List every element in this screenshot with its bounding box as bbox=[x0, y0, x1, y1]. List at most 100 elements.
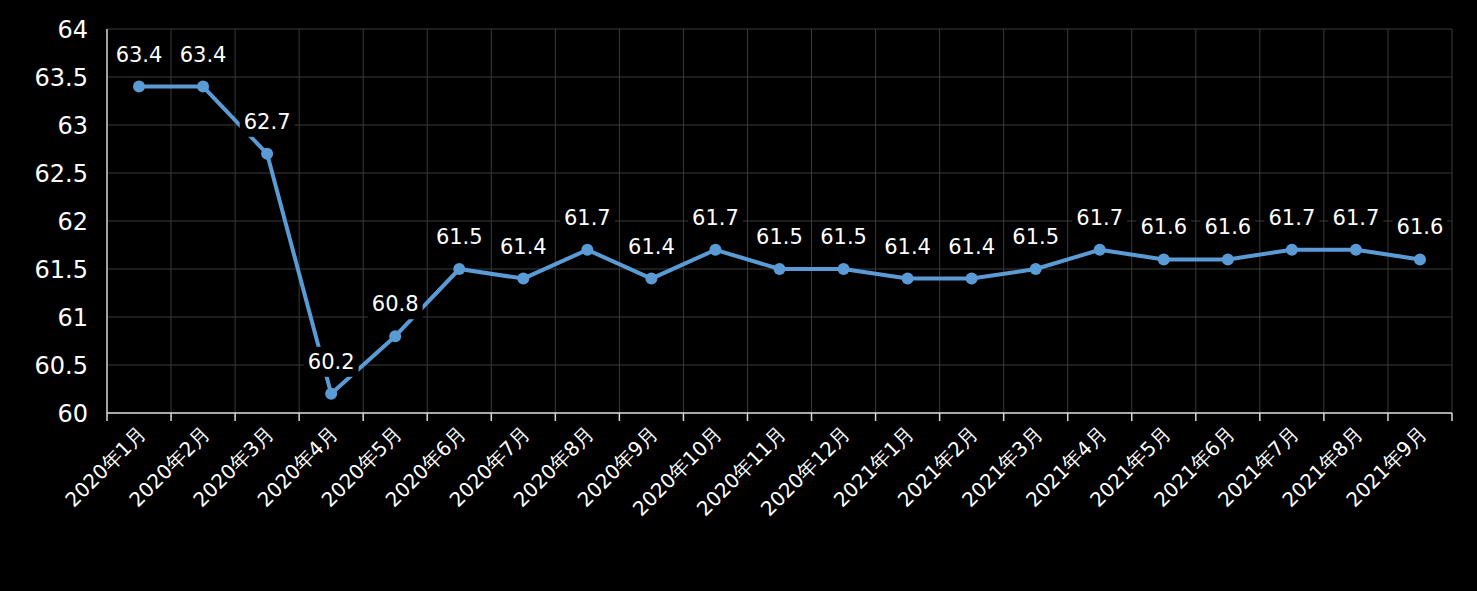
data-label-bg bbox=[688, 203, 743, 233]
data-label: 61.6 bbox=[1204, 215, 1251, 239]
data-label: 61.7 bbox=[1333, 206, 1380, 230]
data-label: 61.4 bbox=[500, 235, 547, 259]
v-grid-line bbox=[747, 29, 748, 413]
data-label: 60.2 bbox=[308, 350, 355, 374]
marker bbox=[1158, 253, 1170, 265]
x-tick bbox=[747, 413, 749, 421]
marker bbox=[774, 263, 786, 275]
y-tick-label: 62 bbox=[57, 208, 88, 236]
grid-line bbox=[107, 173, 1452, 174]
grid-line bbox=[107, 77, 1452, 78]
y-tick-label: 60.5 bbox=[35, 352, 88, 380]
v-grid-line bbox=[811, 29, 812, 413]
y-tick-label: 60 bbox=[57, 400, 88, 428]
data-label-bg bbox=[112, 40, 167, 70]
marker bbox=[966, 273, 978, 285]
x-tick bbox=[426, 413, 428, 421]
marker bbox=[1030, 263, 1042, 275]
data-label-bg bbox=[240, 107, 295, 137]
y-axis bbox=[106, 29, 108, 413]
data-label: 61.6 bbox=[1140, 215, 1187, 239]
x-tick bbox=[1259, 413, 1261, 421]
v-grid-line bbox=[555, 29, 556, 413]
line bbox=[139, 87, 1420, 394]
data-label-bg bbox=[560, 203, 615, 233]
x-axis bbox=[107, 412, 1452, 414]
x-tick-label: 2021年9月 bbox=[1341, 422, 1431, 512]
data-label: 61.5 bbox=[1012, 225, 1059, 249]
y-tick-label: 64 bbox=[57, 16, 88, 44]
v-grid-line bbox=[875, 29, 876, 413]
v-grid-line bbox=[1131, 29, 1132, 413]
marker bbox=[517, 273, 529, 285]
data-label: 61.7 bbox=[1076, 206, 1123, 230]
v-grid-line bbox=[1195, 29, 1196, 413]
data-label-bg bbox=[432, 222, 487, 252]
v-grid-line bbox=[1259, 29, 1260, 413]
data-label-bg bbox=[176, 40, 231, 70]
v-grid-line bbox=[363, 29, 364, 413]
data-label-bg bbox=[1008, 222, 1063, 252]
marker bbox=[1286, 244, 1298, 256]
data-label-bg bbox=[816, 222, 871, 252]
marker bbox=[581, 244, 593, 256]
x-tick bbox=[1195, 413, 1197, 421]
marker bbox=[1414, 253, 1426, 265]
x-tick bbox=[170, 413, 172, 421]
x-tick bbox=[362, 413, 364, 421]
x-tick bbox=[298, 413, 300, 421]
x-tick bbox=[1387, 413, 1389, 421]
x-tick bbox=[683, 413, 685, 421]
data-label: 61.5 bbox=[820, 225, 867, 249]
data-label: 61.5 bbox=[436, 225, 483, 249]
data-label-bg bbox=[496, 232, 551, 262]
x-tick bbox=[1131, 413, 1133, 421]
v-grid-line bbox=[491, 29, 492, 413]
grid-line bbox=[107, 413, 1452, 414]
marker bbox=[1222, 253, 1234, 265]
marker bbox=[453, 263, 465, 275]
data-label-bg bbox=[368, 289, 423, 319]
grid-line bbox=[107, 29, 1452, 30]
v-grid-line bbox=[1387, 29, 1388, 413]
data-label-bg bbox=[1329, 203, 1384, 233]
data-label: 61.7 bbox=[692, 206, 739, 230]
x-tick bbox=[875, 413, 877, 421]
x-tick bbox=[811, 413, 813, 421]
v-grid-line bbox=[235, 29, 236, 413]
data-label-bg bbox=[944, 232, 999, 262]
background bbox=[0, 0, 1477, 591]
y-tick-label: 63 bbox=[57, 112, 88, 140]
v-grid-line bbox=[1003, 29, 1004, 413]
y-tick-label: 62.5 bbox=[35, 160, 88, 188]
data-label: 62.7 bbox=[244, 110, 291, 134]
x-tick bbox=[619, 413, 621, 421]
marker bbox=[261, 148, 273, 160]
data-label-bg bbox=[1136, 212, 1191, 242]
x-tick bbox=[1003, 413, 1005, 421]
data-label-bg bbox=[1393, 212, 1448, 242]
marker bbox=[902, 273, 914, 285]
data-label-bg bbox=[880, 232, 935, 262]
data-label: 63.4 bbox=[116, 43, 163, 67]
x-tick bbox=[1067, 413, 1069, 421]
v-grid-line bbox=[619, 29, 620, 413]
marker bbox=[838, 263, 850, 275]
x-tick bbox=[491, 413, 493, 421]
chart: 6060.56161.56262.56363.5642020年1月2020年2月… bbox=[0, 0, 1477, 591]
marker bbox=[325, 388, 337, 400]
x-tick bbox=[939, 413, 941, 421]
y-tick-label: 61 bbox=[57, 304, 88, 332]
v-grid-line bbox=[683, 29, 684, 413]
marker bbox=[133, 81, 145, 93]
x-tick bbox=[1323, 413, 1325, 421]
marker bbox=[1350, 244, 1362, 256]
data-label-bg bbox=[624, 232, 679, 262]
data-label: 61.4 bbox=[884, 235, 931, 259]
data-label: 61.5 bbox=[756, 225, 803, 249]
data-label: 60.8 bbox=[372, 292, 419, 316]
y-tick-label: 63.5 bbox=[35, 64, 88, 92]
data-label: 61.6 bbox=[1397, 215, 1444, 239]
v-grid-line bbox=[1452, 29, 1453, 413]
marker bbox=[645, 273, 657, 285]
